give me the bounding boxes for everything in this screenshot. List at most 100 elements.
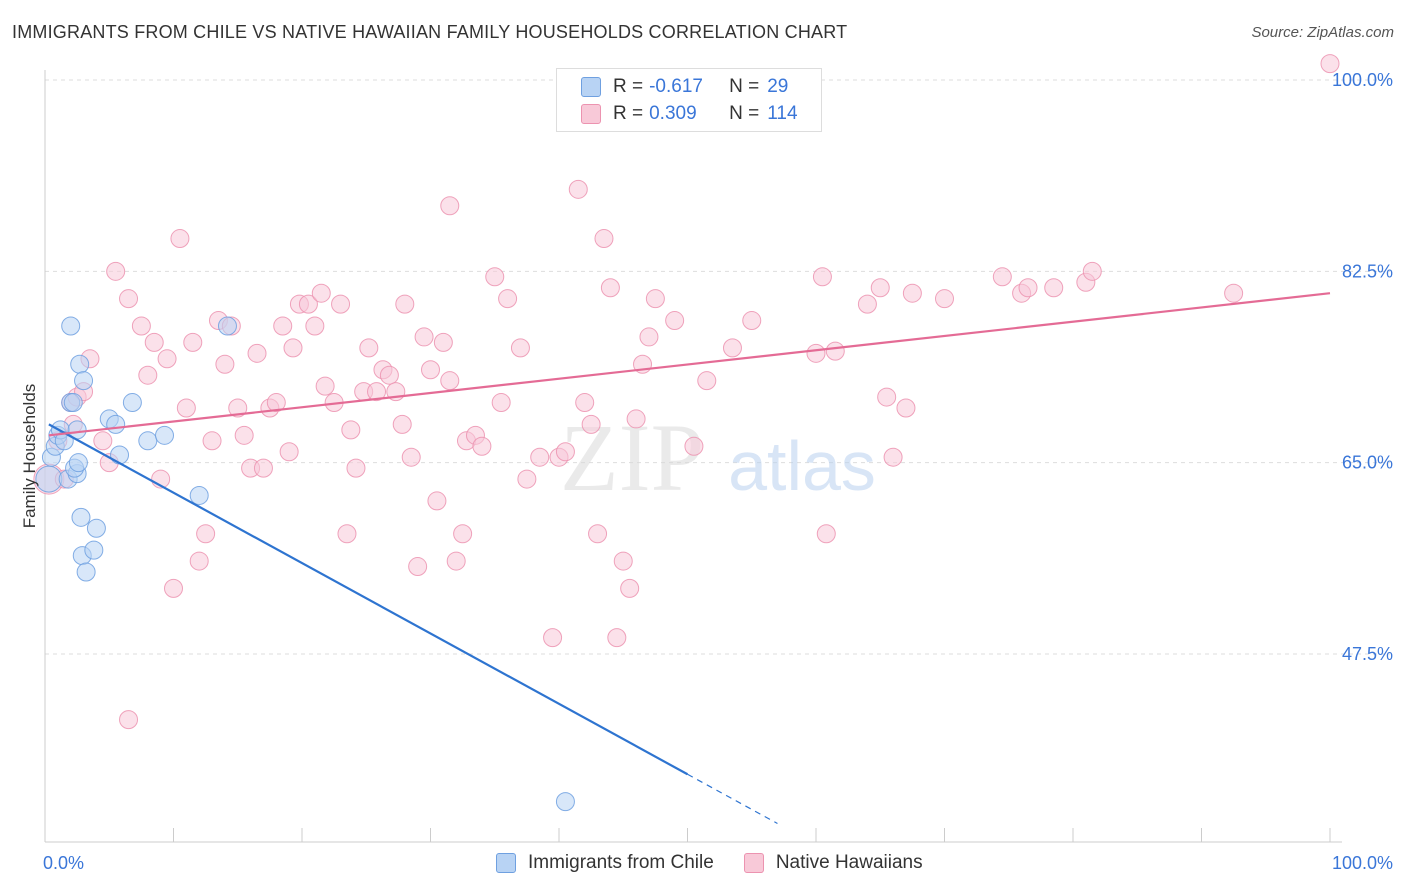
hawaii-point: [816, 524, 836, 544]
watermark-atlas: atlas: [728, 427, 876, 505]
hawaii-point: [684, 436, 704, 456]
hawaii-point: [1044, 278, 1064, 298]
legend-row-chile: R = -0.617 N = 29: [581, 75, 788, 99]
chile-point: [122, 393, 142, 413]
r-value: 0.309: [649, 103, 697, 124]
hawaii-point: [183, 332, 203, 352]
hawaii-point: [530, 447, 550, 467]
chile-trendline-extension: [687, 773, 778, 824]
hawaii-point: [433, 332, 453, 352]
watermark: ZIP atlas: [560, 404, 876, 511]
chile-point: [61, 316, 81, 336]
hawaii-point: [992, 267, 1012, 287]
n-value: 29: [767, 76, 789, 97]
hawaii-point: [742, 311, 762, 331]
hawaii-point: [331, 294, 351, 314]
hawaii-point: [453, 524, 473, 544]
chile-swatch: [496, 853, 516, 873]
hawaii-point: [266, 393, 286, 413]
hawaii-point: [620, 578, 640, 598]
hawaii-point: [138, 365, 158, 385]
hawaii-point: [414, 327, 434, 347]
y-tick-label: 100.0%: [1332, 70, 1393, 90]
chile-point: [189, 485, 209, 505]
hawaii-point: [626, 409, 646, 429]
hawaii-point: [902, 283, 922, 303]
hawaii-point: [215, 354, 235, 374]
hawaii-point: [517, 469, 537, 489]
hawaii-point: [106, 261, 126, 281]
hawaii-point: [645, 289, 665, 309]
hawaii-point: [613, 551, 633, 571]
chile-point: [155, 425, 175, 445]
legend-item-chile[interactable]: Immigrants from Chile: [496, 852, 714, 874]
grid-lines: [45, 79, 1390, 655]
data-points: [33, 54, 1340, 812]
hawaii-point: [359, 338, 379, 358]
hawaii-point: [234, 425, 254, 445]
hawaii-point: [1224, 283, 1244, 303]
hawaii-swatch: [581, 104, 601, 124]
chile-point: [110, 445, 130, 465]
hawaii-point: [279, 442, 299, 462]
chile-point: [138, 431, 158, 451]
hawaii-swatch: [743, 853, 764, 873]
hawaii-point: [446, 551, 466, 571]
r-value: -0.617: [649, 76, 703, 97]
hawaii-point: [594, 229, 614, 249]
legend-label: Native Hawaiians: [775, 852, 923, 873]
chile-point: [106, 414, 126, 434]
series-legend: Immigrants from Chile Native Hawaiians: [496, 852, 953, 874]
hawaii-point: [367, 382, 387, 402]
n-value: 114: [767, 103, 798, 124]
chile-point: [71, 507, 91, 527]
hawaii-point: [722, 338, 742, 358]
trendlines: [48, 292, 1331, 824]
chile-point: [555, 792, 575, 812]
hawaii-point: [305, 316, 325, 336]
hawaii-point: [298, 294, 318, 314]
hawaii-point: [1082, 261, 1102, 281]
hawaii-point: [896, 398, 916, 418]
hawaii-point: [421, 360, 440, 380]
hawaii-point: [341, 420, 361, 440]
hawaii-point: [176, 398, 196, 418]
chile-trendline: [48, 423, 689, 776]
hawaii-point: [870, 278, 890, 298]
hawaii-point: [935, 289, 954, 309]
hawaii-point: [543, 628, 563, 648]
chile-point: [68, 453, 88, 473]
legend-label: Immigrants from Chile: [528, 852, 714, 873]
chile-point: [76, 562, 96, 582]
stats-legend: R = -0.617 N = 29 R = 0.309 N = 114: [556, 68, 822, 132]
hawaii-point: [1018, 278, 1038, 298]
hawaii-point: [575, 393, 595, 413]
hawaii-point: [498, 289, 518, 309]
y-tick-label: 82.5%: [1342, 261, 1393, 281]
n-label: N =: [729, 76, 760, 97]
chile-point: [70, 354, 90, 374]
hawaii-point: [510, 338, 530, 358]
hawaii-point: [315, 376, 335, 396]
hawaii-point: [273, 316, 293, 336]
hawaii-point: [812, 267, 832, 287]
chile-point: [84, 540, 104, 560]
hawaii-point: [228, 398, 248, 418]
hawaii-point: [440, 371, 460, 391]
hawaii-point: [119, 710, 139, 730]
hawaii-point: [440, 196, 460, 216]
hawaii-point: [164, 578, 183, 598]
hawaii-point: [131, 316, 151, 336]
hawaii-point: [825, 341, 845, 361]
hawaii-point: [568, 179, 588, 199]
hawaii-point: [395, 294, 415, 314]
chile-point: [74, 371, 94, 391]
hawaii-point: [639, 327, 659, 347]
x-tick-label: 0.0%: [43, 853, 84, 873]
hawaii-point: [857, 294, 877, 314]
legend-item-hawaii[interactable]: Native Hawaiians: [743, 852, 923, 874]
hawaii-point: [427, 491, 447, 511]
hawaii-point: [491, 393, 511, 413]
hawaii-point: [283, 338, 303, 358]
